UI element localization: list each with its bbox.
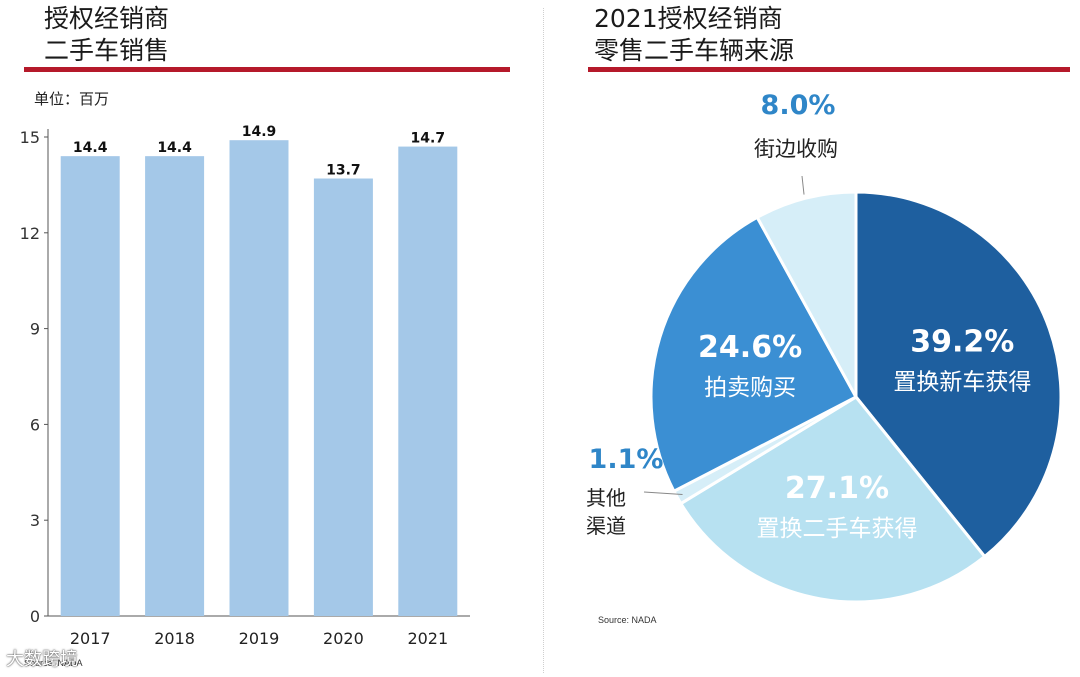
bar-value-label-2020: 13.7: [326, 163, 361, 179]
pie-category-label-4: 街边收购: [754, 137, 838, 161]
pie-value-label-3: 24.6%: [698, 330, 802, 365]
pie-leader-line-4: [801, 175, 805, 195]
bar-value-label-2017: 14.4: [73, 140, 108, 156]
bar-chart: 0 3 6 9 12 15 14.4 14.4 14.9 13.7 14.7 2017 2018 20…: [20, 124, 470, 648]
pie-value-label-4: 8.0%: [761, 90, 836, 121]
bar-value-label-2018: 14.4: [157, 140, 192, 156]
y-tick-label: 0: [30, 607, 40, 626]
pie-chart-title-rule: [588, 67, 1070, 72]
pie-chart-title-line1: 2021授权经销商: [594, 4, 783, 33]
y-tick-label: 6: [30, 415, 40, 434]
bar-2020: [313, 178, 373, 616]
y-tick-label: 15: [20, 128, 40, 147]
pie-value-label-1: 27.1%: [785, 471, 889, 506]
pie-slice-4: [755, 190, 858, 398]
x-tick-label-2019: 2019: [239, 629, 280, 648]
pie-category-label-0: 置换新车获得: [893, 369, 1031, 395]
bar-2017: [60, 156, 120, 616]
pie-chart-title-line2: 零售二手车辆来源: [594, 36, 795, 65]
pie-slice-0: [854, 190, 1063, 559]
bar-chart-source: Source: NADA: [24, 658, 83, 668]
panel-divider: [543, 8, 545, 673]
pie-leader-line-2: [643, 491, 683, 496]
watermark-text: 大数跨境: [6, 649, 78, 670]
bar-chart-unit-label: 单位：百万: [34, 90, 110, 108]
bar-chart-title-line1: 授权经销商: [44, 4, 170, 33]
x-tick-label-2018: 2018: [154, 629, 195, 648]
y-tick-label: 12: [20, 224, 40, 243]
bar-chart-title-line2: 二手车销售: [44, 36, 170, 65]
pie-category-label-3: 拍卖购买: [704, 375, 796, 401]
pie-chart-panel: 2021授权经销商 零售二手车辆来源 39.2% 置换新车获得 27.1% 置换二手车…: [548, 0, 1080, 677]
y-tick-label: 3: [30, 511, 40, 530]
pie-chart-source: Source: NADA: [598, 615, 657, 625]
pie-chart: 39.2% 置换新车获得 27.1% 置换二手车获得 24.6% 拍卖购买 8.0% 街边收购…: [586, 90, 1063, 604]
bar-value-label-2021: 14.7: [411, 131, 446, 147]
x-tick-label-2020: 2020: [323, 629, 364, 648]
bar-chart-panel: 授权经销商 二手车销售 单位：百万 0 3 6 9 12 15 14.4 14.4 14.9 1…: [20, 4, 510, 668]
pie-slice-3: [649, 215, 859, 494]
pie-value-label-0: 39.2%: [910, 324, 1014, 359]
pie-category-label-2-line1: 其他: [586, 486, 626, 510]
pie-value-label-2: 1.1%: [589, 444, 664, 475]
x-tick-label-2021: 2021: [407, 629, 448, 648]
pie-category-label-1: 置换二手车获得: [756, 516, 917, 542]
bar-chart-title-rule: [24, 67, 510, 72]
bar-value-label-2019: 14.9: [242, 124, 277, 140]
pie-category-label-2-line2: 渠道: [586, 514, 626, 538]
pie-slice-1: [678, 395, 987, 604]
bar-2019: [229, 140, 289, 616]
x-tick-label-2017: 2017: [70, 629, 111, 648]
y-tick-label: 9: [30, 320, 40, 339]
bar-2021: [398, 146, 458, 616]
bar-2018: [145, 156, 205, 616]
